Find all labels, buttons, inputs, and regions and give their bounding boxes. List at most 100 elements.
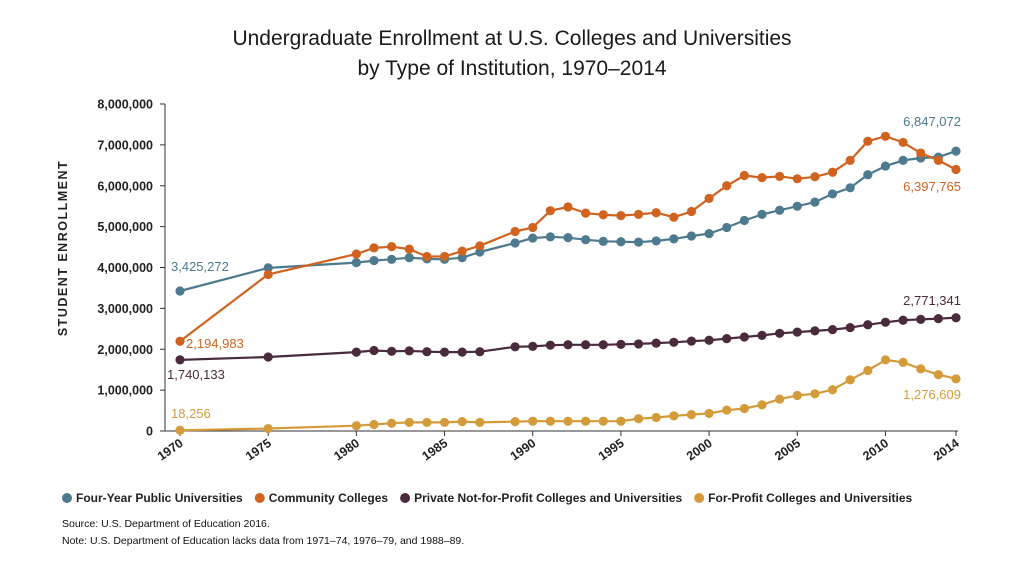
data-point (351, 257, 361, 268)
data-point (827, 385, 838, 395)
data-point (175, 336, 185, 346)
data-point (369, 419, 379, 430)
value-labels: 3,425,272 6,847,072 2,194,983 6,397,765 1,74… (167, 114, 961, 421)
data-point (686, 231, 697, 241)
data-point (263, 352, 273, 362)
data-point (528, 222, 538, 233)
data-point (775, 328, 785, 338)
data-point (739, 332, 749, 342)
data-point (404, 244, 414, 254)
data-point (545, 206, 555, 216)
data-point (510, 416, 520, 427)
series-layer (175, 131, 961, 435)
data-point (775, 205, 785, 215)
x-ticks: 1970 1975 1980 1985 1990 1995 2000 2005 2010 2014 (155, 431, 962, 463)
data-point (775, 171, 785, 181)
chart-title-line-1: Undergraduate Enrollment at U.S. College… (232, 27, 792, 50)
x-tick-label: 2014 (931, 436, 962, 463)
data-point (387, 418, 397, 428)
data-point (933, 313, 943, 324)
legend-item: Community Colleges (254, 491, 389, 505)
data-point (669, 337, 679, 347)
source-note: Source: U.S. Department of Education 201… (62, 518, 270, 530)
legend-marker (254, 493, 265, 503)
data-point (686, 410, 697, 420)
y-axis-label: STUDENT ENROLLMENT (56, 160, 70, 336)
data-point (457, 246, 467, 256)
y-tick-label: 6,000,000 (97, 179, 153, 193)
data-point (792, 201, 802, 211)
legend-label: Community Colleges (269, 491, 389, 505)
data-point (422, 251, 432, 262)
data-point (651, 208, 661, 218)
data-point (545, 416, 555, 426)
data-point (845, 322, 855, 333)
data-point (757, 330, 767, 340)
data-point (581, 208, 591, 218)
data-point (439, 251, 450, 262)
series-line (179, 316, 957, 361)
data-point (722, 334, 732, 344)
data-point (863, 136, 873, 146)
data-point (863, 320, 873, 330)
data-point (616, 339, 626, 349)
y-tick-label: 5,000,000 (97, 220, 153, 234)
y-tick-label: 0 (146, 425, 153, 439)
data-point (387, 254, 397, 264)
data-point (880, 161, 891, 171)
legend-item: Private Not-for-Profit Colleges and Univ… (400, 491, 682, 505)
data-point (775, 394, 785, 404)
chart-title: Undergraduate Enrollment at U.S. College… (0, 24, 1024, 84)
data-point (704, 408, 714, 419)
data-point (845, 183, 855, 193)
data-point (827, 167, 838, 177)
data-point (563, 340, 573, 350)
data-point (739, 403, 749, 414)
data-point (387, 346, 397, 356)
data-point (175, 425, 185, 435)
data-point (916, 364, 926, 374)
series-1 (175, 131, 961, 346)
data-point (545, 232, 555, 242)
data-point (722, 405, 732, 415)
x-tick-label: 1990 (508, 436, 539, 463)
chart-title-line-2: by Type of Institution, 1970–2014 (357, 57, 667, 80)
data-point (598, 340, 608, 350)
data-point (510, 342, 520, 352)
data-point (263, 263, 273, 273)
end-value-label: 6,847,072 (903, 114, 961, 129)
data-point (457, 416, 467, 427)
data-point (369, 345, 379, 356)
data-point (598, 416, 608, 426)
y-tick-label: 4,000,000 (97, 261, 153, 275)
data-point (933, 369, 943, 380)
data-point (351, 249, 361, 259)
y-ticks: 0 1,000,000 2,000,000 3,000,000 4,000,000 5,0… (97, 98, 165, 439)
legend-label: Private Not-for-Profit Colleges and Univ… (414, 491, 682, 505)
data-point (439, 347, 450, 357)
legend-marker (694, 493, 705, 503)
data-point (475, 417, 485, 428)
data-point (422, 417, 432, 428)
data-point (863, 170, 873, 180)
data-point (528, 416, 538, 426)
data-point (563, 233, 573, 243)
data-point (951, 313, 961, 323)
data-point (898, 357, 908, 367)
footnotes: Source: U.S. Department of Education 201… (62, 516, 464, 550)
data-point (845, 155, 855, 166)
data-point (528, 233, 538, 243)
data-point (757, 400, 767, 410)
legend-label: Four-Year Public Universities (76, 491, 243, 505)
data-point (175, 286, 185, 296)
y-tick-label: 2,000,000 (97, 343, 153, 357)
data-point (739, 215, 749, 226)
data-point (669, 234, 679, 244)
data-point (722, 181, 732, 191)
data-point (457, 347, 467, 357)
start-value-label: 3,425,272 (171, 259, 229, 274)
data-point (633, 414, 644, 424)
data-point (263, 269, 273, 280)
end-value-label: 2,771,341 (903, 293, 961, 308)
data-point (475, 241, 485, 251)
